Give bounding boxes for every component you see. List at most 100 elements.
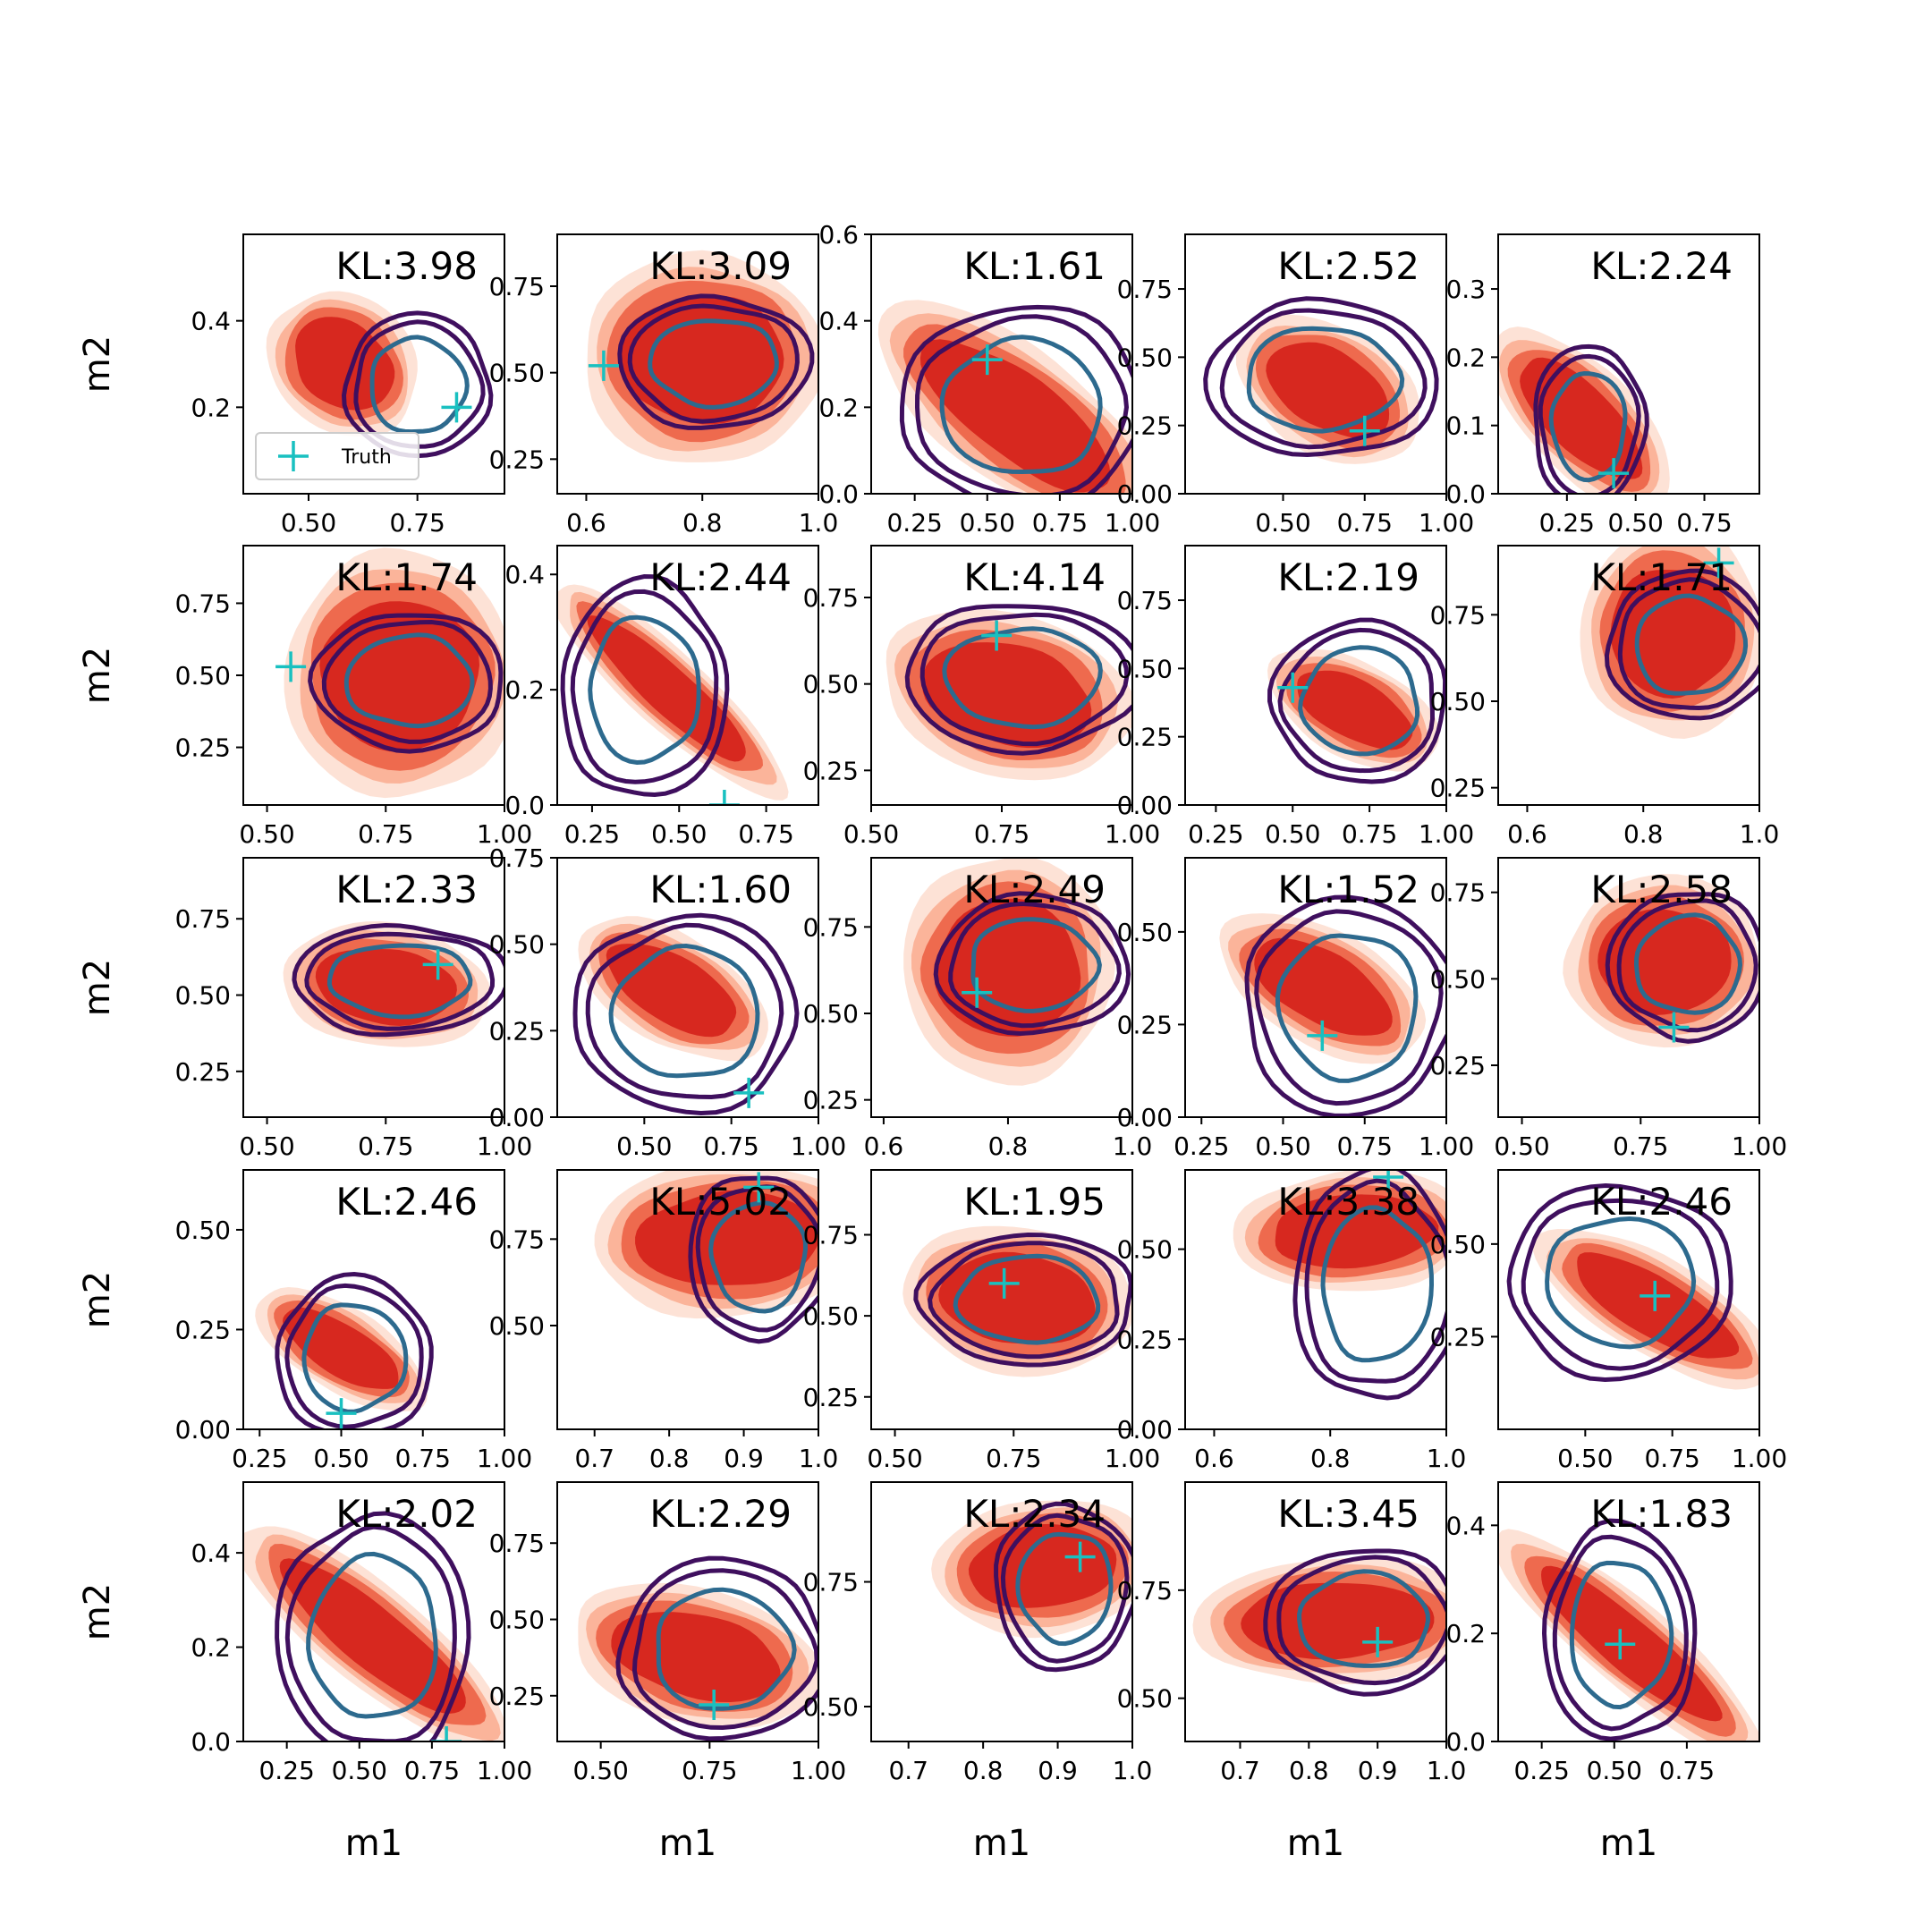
reference-density-level	[1297, 670, 1413, 750]
x-axis-label: m1	[1287, 1823, 1344, 1864]
panel-plot-area	[255, 1271, 434, 1429]
y-tick-label: 0.25	[1430, 1322, 1486, 1352]
panel: KL:2.19 0.25 0.50 0.75 1.00 0.00 0.25 0.50 0.75	[1117, 545, 1474, 849]
x-tick-label: 0.25	[1513, 1756, 1569, 1785]
y-tick-label: 0.50	[803, 670, 859, 699]
panel-frame	[556, 857, 819, 1118]
y-tick-label: 0.25	[1117, 1325, 1173, 1354]
panel-frame	[870, 1169, 1133, 1430]
x-tick-label: 0.25	[886, 508, 942, 538]
estimated-density-contour	[1015, 1531, 1114, 1647]
y-tick-label: 0.50	[1117, 918, 1173, 947]
kl-label: KL:1.83	[1590, 1492, 1733, 1536]
x-tick-label: 1.00	[1105, 819, 1160, 849]
x-tick-label: 0.25	[1188, 819, 1243, 849]
x-tick-label: 1.00	[1732, 1131, 1787, 1161]
x-tick-label: 1.0	[1427, 1444, 1467, 1473]
reference-density-level	[315, 949, 457, 1026]
panel-frame	[556, 233, 819, 495]
x-tick-label: 0.75	[1337, 508, 1393, 538]
panel-plot-area	[275, 547, 504, 799]
y-tick-label: 0.0	[191, 1727, 231, 1757]
x-tick-label: 0.75	[1613, 1131, 1668, 1161]
panel-frame	[556, 545, 819, 806]
y-tick-label: 0.00	[1117, 1103, 1173, 1132]
x-tick-label: 0.75	[358, 1131, 413, 1161]
reference-density-level	[919, 339, 1111, 493]
panel-frame	[242, 1481, 505, 1742]
truth-marker	[431, 1726, 462, 1741]
estimated-density-contour	[919, 612, 1130, 747]
y-tick-label: 0.75	[1430, 878, 1486, 908]
truth-marker	[1349, 415, 1380, 446]
panel-frame	[242, 857, 505, 1118]
x-tick-label: 0.75	[682, 1756, 737, 1785]
estimated-density-contour	[1304, 1178, 1446, 1384]
y-tick-label: 0.4	[191, 307, 231, 336]
kl-label: KL:2.33	[335, 868, 478, 911]
panel: KL:2.34 0.7 0.8 0.9 1.0 0.50 0.75	[803, 1481, 1152, 1785]
kl-label: KL:1.95	[963, 1180, 1106, 1224]
truth-marker	[1373, 1170, 1404, 1193]
panel: KL:2.58 0.50 0.75 1.00 0.25 0.50 0.75	[1430, 857, 1787, 1161]
estimated-density-contour	[1275, 933, 1419, 1083]
y-tick-label: 0.25	[1430, 774, 1486, 803]
x-tick-label: 0.50	[1255, 508, 1310, 538]
y-tick-label: 0.25	[489, 445, 545, 474]
y-tick-label: 0.50	[175, 1216, 231, 1245]
x-tick-label: 0.25	[258, 1756, 314, 1785]
x-tick-label: 0.75	[389, 508, 445, 538]
x-tick-label: 1.0	[1113, 1131, 1153, 1161]
estimated-density-contour	[341, 310, 494, 459]
estimated-density-contour	[1545, 1216, 1697, 1350]
panel-frame	[1184, 233, 1447, 495]
panel-plot-area	[243, 1511, 504, 1741]
x-tick-label: 1.00	[1105, 1444, 1160, 1473]
truth-marker	[699, 1690, 730, 1721]
estimated-density-contour	[1246, 326, 1405, 434]
y-tick-label: 0.75	[803, 1221, 859, 1250]
truth-marker	[962, 977, 993, 1008]
panel: KL:2.24 0.25 0.50 0.75 0.0 0.1 0.2 0.3	[1445, 233, 1760, 538]
y-tick-label: 0.50	[1117, 1235, 1173, 1265]
x-tick-label: 0.7	[574, 1444, 614, 1473]
x-tick-label: 0.8	[988, 1131, 1029, 1161]
truth-marker	[708, 790, 740, 805]
panel-plot-area	[1498, 1518, 1759, 1741]
y-axis-label: m2	[77, 1271, 118, 1328]
x-tick-label: 0.9	[1038, 1756, 1078, 1785]
y-tick-label: 0.25	[175, 733, 231, 763]
x-tick-label: 0.75	[404, 1756, 460, 1785]
panel-plot-area	[1580, 546, 1759, 739]
y-tick-label: 0.75	[489, 843, 545, 873]
panel-frame	[1184, 857, 1447, 1118]
kl-label: KL:2.34	[963, 1492, 1106, 1536]
y-tick-label: 0.75	[489, 1224, 545, 1254]
panel: KL:1.95 0.50 0.75 1.00 0.25 0.50 0.75	[803, 1169, 1160, 1473]
x-tick-label: 0.9	[724, 1444, 764, 1473]
estimated-density-contour	[994, 1501, 1132, 1673]
x-tick-label: 0.50	[239, 819, 294, 849]
estimated-density-contour	[1203, 296, 1439, 458]
estimated-density-contour	[914, 314, 1130, 494]
reference-density-level	[922, 642, 1092, 749]
truth-marker	[743, 1172, 775, 1203]
x-tick-label: 0.7	[888, 1756, 928, 1785]
x-tick-label: 0.8	[1289, 1756, 1329, 1785]
y-tick-label: 0.0	[1445, 479, 1486, 509]
legend-box	[255, 432, 419, 480]
kl-label: KL:2.29	[649, 1492, 792, 1536]
x-tick-label: 0.50	[651, 819, 707, 849]
estimated-density-contour	[1521, 1198, 1720, 1371]
panel-plot-area	[557, 573, 789, 805]
estimated-density-contour	[275, 1511, 471, 1741]
x-tick-label: 0.8	[1310, 1444, 1351, 1473]
panel: KL:1.520.25 0.50 0.75 1.000.000.250.50	[1117, 857, 1474, 1161]
estimated-density-contour	[708, 1200, 809, 1314]
panel-plot-area	[1498, 326, 1670, 494]
panel: KL:2.02 0.25 0.50 0.75 1.00 0.0 0.2 0.4	[191, 1481, 532, 1785]
x-tick-label: 0.75	[703, 1131, 758, 1161]
kl-label: KL:4.14	[963, 555, 1106, 599]
reference-density-level	[1520, 357, 1643, 479]
estimated-density-contour	[948, 901, 1122, 1029]
